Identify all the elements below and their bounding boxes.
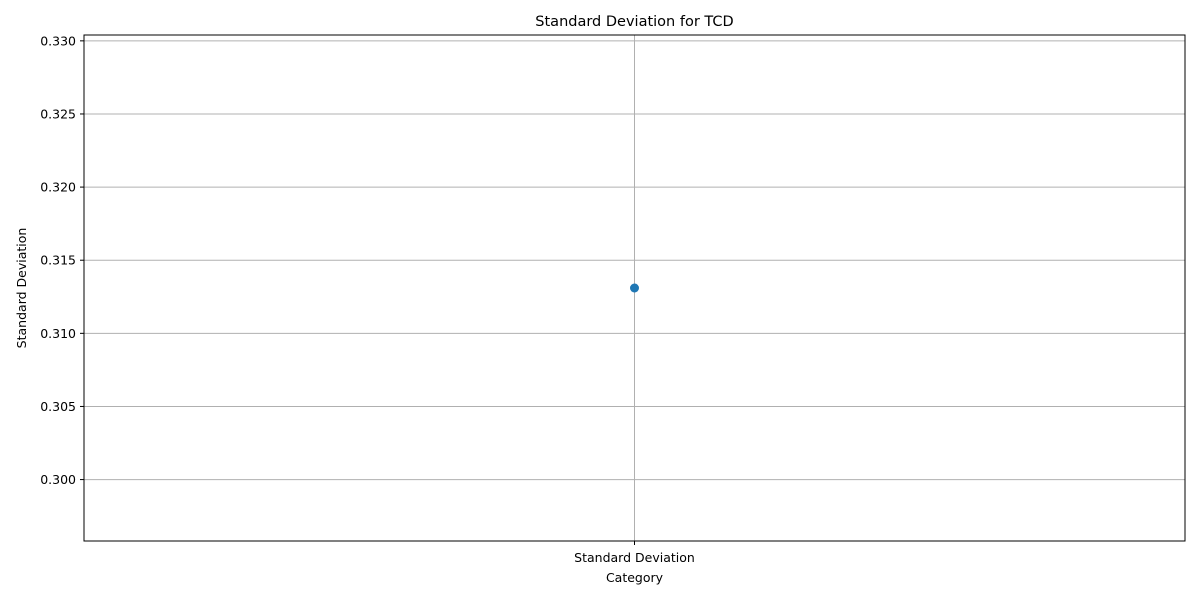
y-axis-title: Standard Deviation [14,228,29,349]
y-tick-label: 0.300 [40,472,76,487]
chart-title: Standard Deviation for TCD [535,14,733,30]
y-tick-label: 0.330 [40,33,76,48]
y-tick-label: 0.315 [40,253,76,268]
y-tick-label: 0.325 [40,106,76,121]
x-axis-title: Category [606,570,664,585]
y-tick-label: 0.310 [40,326,76,341]
data-marks-layer [630,283,639,293]
y-tick-label: 0.320 [40,180,76,195]
grid-layer [84,35,1185,541]
axes-layer: 0.300 0.305 0.310 0.315 0.320 0.325 0.330 Stand… [40,33,695,565]
data-point [630,283,639,293]
x-tick-label: Standard Deviation [574,550,695,565]
y-tick-label: 0.305 [40,399,76,414]
